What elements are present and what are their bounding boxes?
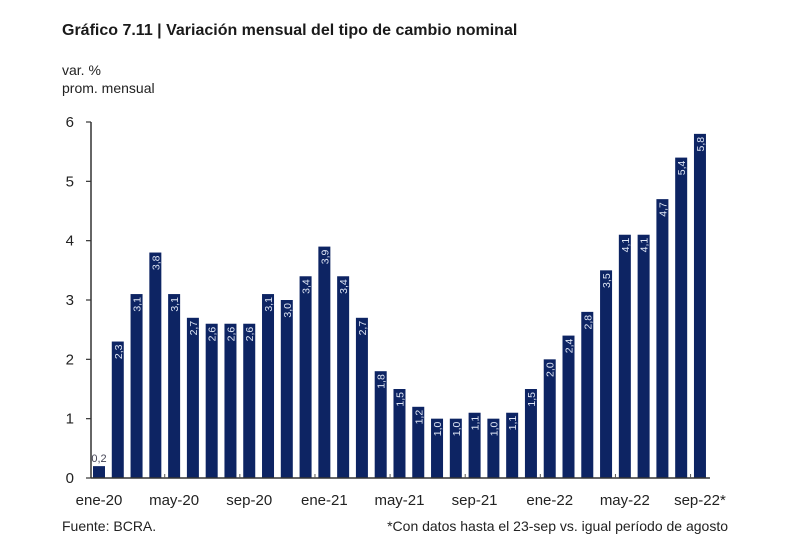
bar-feb-21 [337, 276, 350, 478]
bar-feb-20 [111, 341, 124, 478]
bar-sep-20 [243, 323, 256, 478]
data-label: 3,9 [319, 249, 331, 264]
data-label: 3,0 [282, 303, 294, 318]
data-label: 2,8 [582, 315, 594, 330]
data-label: 1,1 [507, 416, 519, 431]
data-label: 4,1 [620, 238, 632, 253]
y-tick-label: 0 [66, 470, 74, 487]
y-tick-label: 2 [66, 351, 74, 368]
bar-nov-20 [280, 300, 293, 478]
data-label: 4,7 [657, 202, 669, 217]
bar-sep-21 [468, 412, 481, 478]
bar-nov-21 [506, 412, 519, 478]
bar-jul-22 [656, 199, 669, 478]
data-label: 3,1 [132, 297, 144, 312]
data-label: 5,4 [676, 160, 688, 175]
x-tick-label: ene-21 [301, 492, 348, 509]
bar-ago-20 [224, 323, 237, 478]
data-label: 3,8 [150, 255, 162, 270]
source-note: Fuente: BCRA. [62, 518, 157, 534]
bar-jul-21 [431, 418, 444, 478]
y-tick-label: 4 [66, 233, 74, 250]
data-label: 3,4 [301, 279, 313, 294]
bar-may-20 [168, 294, 181, 478]
bar-dic-20 [299, 276, 312, 478]
data-label: 2,6 [225, 327, 237, 342]
bar-oct-21 [487, 418, 500, 478]
bar-sep-22 [693, 133, 706, 478]
data-label: 0,2 [91, 453, 106, 465]
y-tick-label: 6 [66, 114, 74, 131]
bar-oct-20 [262, 294, 275, 478]
data-label: 2,0 [545, 362, 557, 377]
bar-mar-21 [355, 317, 368, 478]
x-tick-label: may-20 [149, 492, 199, 509]
data-label: 1,0 [488, 422, 500, 437]
y-axis-label-units: var. % [62, 62, 101, 78]
y-tick-label: 3 [66, 292, 74, 309]
bar-ene-21 [318, 246, 331, 478]
bar-feb-22 [562, 335, 575, 478]
data-label: 3,5 [601, 273, 613, 288]
data-label: 4,1 [639, 238, 651, 253]
data-label: 3,1 [169, 297, 181, 312]
data-label: 1,5 [526, 392, 538, 407]
bar-ago-21 [449, 418, 462, 478]
data-label: 1,0 [451, 422, 463, 437]
data-label: 2,4 [564, 338, 576, 353]
y-tick-label: 5 [66, 173, 74, 190]
x-tick-label: sep-20 [226, 492, 272, 509]
bar-jun-22 [637, 234, 650, 478]
x-tick-label: sep-22* [674, 492, 726, 509]
bar-ene-20 [93, 466, 105, 478]
data-label: 1,8 [376, 374, 388, 389]
data-label: 2,6 [207, 327, 219, 342]
data-label: 2,7 [188, 321, 200, 336]
x-tick-label: ene-20 [76, 492, 123, 509]
bar-may-21 [393, 389, 406, 478]
data-label: 3,4 [338, 279, 350, 294]
data-label: 1,0 [432, 422, 444, 437]
chart-title: Gráfico 7.11 | Variación mensual del tip… [62, 22, 518, 39]
bar-abr-22 [600, 270, 613, 478]
bar-ene-22 [543, 359, 556, 478]
y-tick-label: 1 [66, 411, 74, 428]
bar-dic-21 [524, 389, 537, 478]
data-label: 1,1 [470, 416, 482, 431]
bar-may-22 [618, 234, 631, 478]
x-tick-label: may-21 [374, 492, 424, 509]
data-label: 3,1 [263, 297, 275, 312]
bar-abr-20 [149, 252, 162, 478]
bar-ago-22 [675, 157, 688, 478]
x-tick-label: sep-21 [452, 492, 498, 509]
footnote: *Con datos hasta el 23-sep vs. igual per… [387, 518, 728, 534]
bar-jun-21 [412, 406, 425, 478]
data-label: 2,7 [357, 321, 369, 336]
data-label: 1,5 [394, 392, 406, 407]
y-axis-label-description: prom. mensual [62, 80, 155, 96]
data-label: 2,6 [244, 327, 256, 342]
data-label: 2,3 [113, 344, 125, 359]
bar-mar-22 [581, 311, 594, 478]
bar-mar-20 [130, 294, 143, 478]
data-label: 1,2 [413, 410, 425, 425]
bar-abr-21 [374, 371, 387, 478]
data-label: 5,8 [695, 137, 707, 152]
bar-jul-20 [205, 323, 218, 478]
bar-jun-20 [186, 317, 199, 478]
x-tick-label: may-22 [600, 492, 650, 509]
x-tick-label: ene-22 [526, 492, 573, 509]
